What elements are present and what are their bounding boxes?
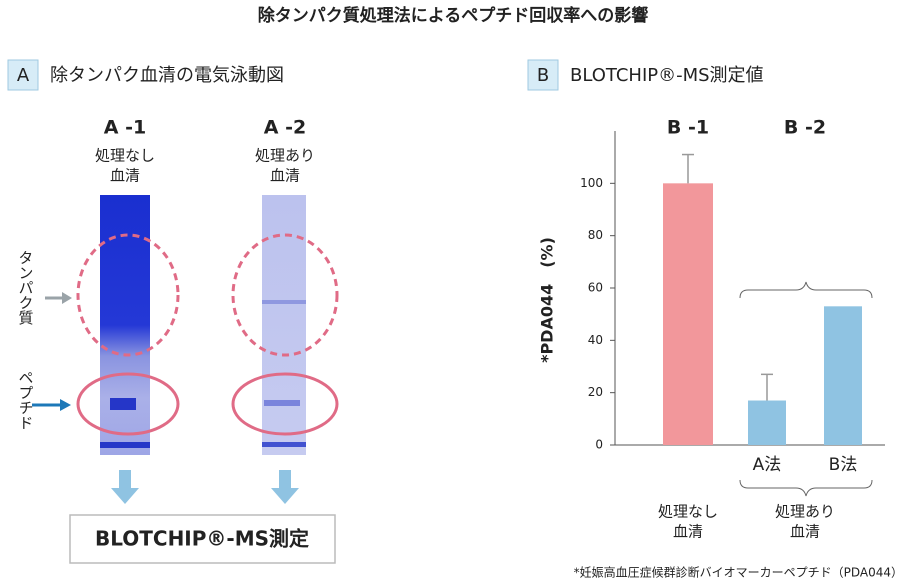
group-caption: 血清 xyxy=(673,523,703,541)
bar xyxy=(748,400,786,445)
group-label: B -2 xyxy=(784,117,826,139)
panel-label-box xyxy=(7,59,39,91)
footnote: *妊娠高血圧症候群診断バイオマーカーペプチド（PDA044） xyxy=(574,565,903,580)
protein-label: タンパク質 xyxy=(17,250,35,325)
gel-band xyxy=(264,400,300,406)
y-tick-label: 0 xyxy=(595,438,603,452)
down-arrow xyxy=(111,470,139,504)
panel-label: B xyxy=(537,65,549,86)
x-tick-label: A法 xyxy=(753,455,782,475)
down-arrow xyxy=(271,470,299,504)
y-axis-label: *PDA044 (%) xyxy=(538,237,557,363)
figure-title: 除タンパク質処理法によるペプチド回収率への影響 xyxy=(258,5,649,26)
group-label: B -1 xyxy=(667,117,709,139)
gel-band xyxy=(262,300,306,304)
brace xyxy=(739,479,873,497)
gel-lane xyxy=(100,195,150,455)
lane-name: A -2 xyxy=(264,117,306,139)
y-tick-label: 100 xyxy=(580,176,603,190)
gel-band xyxy=(110,398,136,410)
group-caption: 処理なし xyxy=(658,503,718,521)
panel-label-box xyxy=(527,59,559,91)
gel-lane xyxy=(262,195,306,455)
lane-caption: 処理なし xyxy=(95,147,155,165)
gel-band xyxy=(100,442,150,448)
gel-band xyxy=(262,442,306,447)
y-tick-label: 80 xyxy=(588,228,603,242)
result-box xyxy=(69,514,336,564)
result-label: BLOTCHIP®-MS測定 xyxy=(95,527,309,551)
panel-heading: 除タンパク血清の電気泳動図 xyxy=(50,65,284,86)
brace xyxy=(739,281,873,299)
lane-caption: 血清 xyxy=(270,167,300,185)
peptide-ellipse xyxy=(231,372,339,436)
y-tick-label: 60 xyxy=(588,281,603,295)
y-tick-label: 40 xyxy=(588,333,603,347)
y-tick-label: 20 xyxy=(588,385,603,399)
peptide-label: ペプチド xyxy=(17,370,35,430)
group-caption: 血清 xyxy=(790,523,820,541)
protein-arrow xyxy=(62,292,72,304)
x-tick-label: B法 xyxy=(829,455,858,475)
protein-ellipse xyxy=(76,233,180,357)
peptide-ellipse xyxy=(76,372,180,436)
chart-title: BLOTCHIP®-MS測定値 xyxy=(570,65,764,86)
bar xyxy=(824,306,862,445)
lane-name: A -1 xyxy=(104,117,146,139)
protein-ellipse xyxy=(231,233,339,357)
group-caption: 処理あり xyxy=(775,503,835,521)
panel-label: A xyxy=(17,65,30,86)
lane-caption: 血清 xyxy=(110,167,140,185)
bar xyxy=(663,183,713,446)
lane-caption: 処理あり xyxy=(255,147,315,165)
peptide-arrow xyxy=(60,399,71,411)
